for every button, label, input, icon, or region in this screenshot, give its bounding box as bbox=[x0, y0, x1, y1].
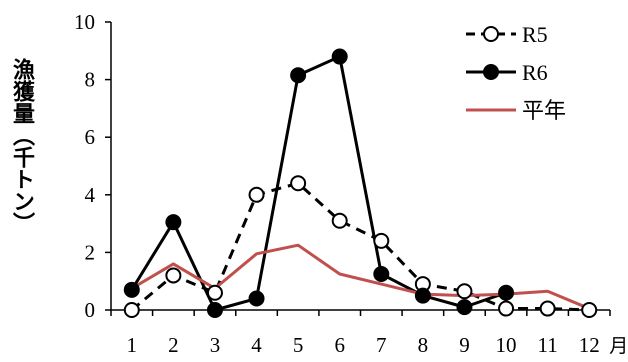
data-point-series-1 bbox=[248, 186, 265, 203]
data-point-series-2 bbox=[373, 266, 390, 282]
data-point-series-1 bbox=[165, 267, 182, 284]
x-tick-label: 2 bbox=[168, 333, 179, 357]
x-tick-label: 5 bbox=[293, 333, 304, 357]
legend-swatch-marker bbox=[483, 26, 499, 42]
data-point-series-1 bbox=[581, 302, 598, 318]
legend-swatch-marker bbox=[483, 64, 499, 80]
x-tick-label: 9 bbox=[459, 333, 470, 357]
y-tick-label: 8 bbox=[85, 68, 96, 92]
data-point-series-2 bbox=[123, 281, 140, 298]
data-point-series-1 bbox=[498, 300, 515, 317]
y-tick-label: 4 bbox=[85, 183, 96, 207]
y-tick-label: 0 bbox=[85, 298, 96, 322]
x-tick-label: 8 bbox=[418, 333, 429, 357]
data-point-series-2 bbox=[414, 287, 431, 304]
x-tick-label: 1 bbox=[127, 333, 138, 357]
y-tick-label: 10 bbox=[74, 10, 95, 34]
data-point-series-1 bbox=[290, 175, 307, 192]
y-axis-label: 漁獲量（千トン） bbox=[10, 58, 35, 234]
x-tick-label: 4 bbox=[251, 333, 262, 357]
x-axis-unit-label: 月 bbox=[609, 336, 628, 357]
x-tick-label: 11 bbox=[538, 333, 558, 357]
x-tick-label: 12 bbox=[579, 333, 600, 357]
data-point-series-2 bbox=[456, 299, 473, 316]
data-point-series-1 bbox=[123, 302, 140, 318]
data-point-series-2 bbox=[290, 67, 307, 84]
data-point-series-1 bbox=[331, 212, 348, 229]
data-point-series-1 bbox=[373, 232, 390, 249]
legend-label: R5 bbox=[522, 22, 548, 47]
x-tick-label: 6 bbox=[334, 333, 345, 357]
data-point-series-2 bbox=[206, 302, 223, 318]
x-tick-label: 3 bbox=[210, 333, 221, 357]
x-tick-label: 7 bbox=[376, 333, 387, 357]
data-point-series-2 bbox=[248, 290, 265, 307]
data-point-series-1 bbox=[539, 300, 556, 317]
data-point-series-1 bbox=[456, 283, 473, 300]
series-line-1 bbox=[130, 181, 590, 312]
legend-label: R6 bbox=[522, 60, 548, 85]
series-line-2 bbox=[130, 55, 507, 312]
y-tick-label: 6 bbox=[85, 125, 96, 149]
y-tick-label: 2 bbox=[85, 240, 96, 264]
data-point-series-2 bbox=[165, 214, 182, 231]
x-tick-label: 10 bbox=[496, 333, 517, 357]
data-point-series-2 bbox=[498, 284, 515, 301]
data-point-series-2 bbox=[331, 48, 348, 65]
legend-label: 平年 bbox=[522, 98, 566, 123]
data-point-series-1 bbox=[206, 284, 223, 301]
